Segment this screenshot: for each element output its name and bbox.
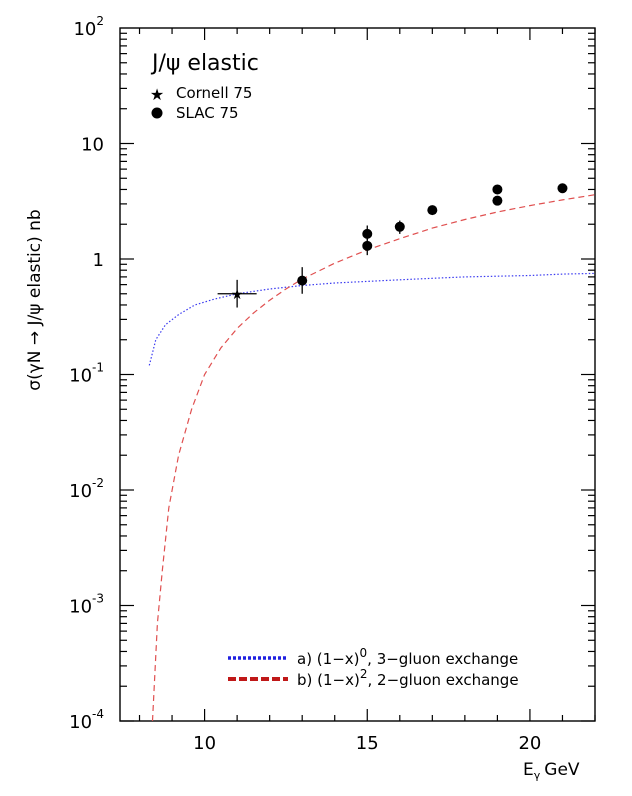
y-axis-ticks: 102 10 1 10-1 10-2 10-3 10-4 [69, 14, 595, 733]
y-tick-label: 102 [73, 14, 104, 40]
x-axis-ticks: 10 15 20 [138, 28, 596, 754]
chart-title: J/ψ elastic [150, 51, 259, 76]
legend-label-curve-a: a) (1−x)0, 3−gluon exchange [297, 646, 518, 668]
star-marker-icon: ★ [150, 85, 164, 104]
legend-label-slac: SLAC 75 [176, 104, 239, 122]
circle-marker-icon [151, 107, 163, 119]
curve-b-2-gluon [151, 194, 596, 722]
data-point-circle [492, 184, 503, 195]
curve-a-3-gluon [148, 272, 596, 366]
plot-frame [119, 27, 596, 722]
data-point-circle [394, 221, 405, 232]
legend-entry-cornell: ★ Cornell 75 [150, 84, 253, 104]
legend-label-cornell: Cornell 75 [176, 84, 252, 102]
y-tick-label: 10-3 [69, 592, 104, 618]
x-tick-label: 20 [518, 733, 541, 754]
data-point-circle [362, 228, 373, 239]
data-point-circle [427, 205, 438, 216]
data-point-circle [557, 183, 568, 194]
data-point-circle [362, 240, 373, 251]
x-tick-label: 15 [356, 733, 379, 754]
data-point-circle [492, 195, 503, 206]
y-tick-label: 1 [93, 250, 104, 271]
legend-entry-curve-b: b) (1−x)2, 2−gluon exchange [228, 667, 519, 689]
legend-entry-slac: SLAC 75 [151, 104, 239, 122]
y-tick-label: 10-2 [69, 476, 104, 502]
y-tick-label: 10-1 [69, 361, 104, 387]
data-point-circle [297, 275, 308, 286]
x-axis-title: Eγ GeV [523, 760, 580, 782]
data-points: ★ [217, 183, 568, 308]
legend-entry-curve-a: a) (1−x)0, 3−gluon exchange [228, 646, 518, 668]
y-tick-label: 10-4 [69, 707, 104, 733]
y-tick-label: 10 [81, 135, 104, 156]
model-curves [148, 194, 596, 722]
data-point-star: ★ [231, 287, 244, 303]
x-tick-label: 10 [193, 733, 216, 754]
legend-label-curve-b: b) (1−x)2, 2−gluon exchange [297, 667, 519, 689]
y-axis-title: σ(γN → J/ψ elastic) nb [25, 209, 45, 390]
